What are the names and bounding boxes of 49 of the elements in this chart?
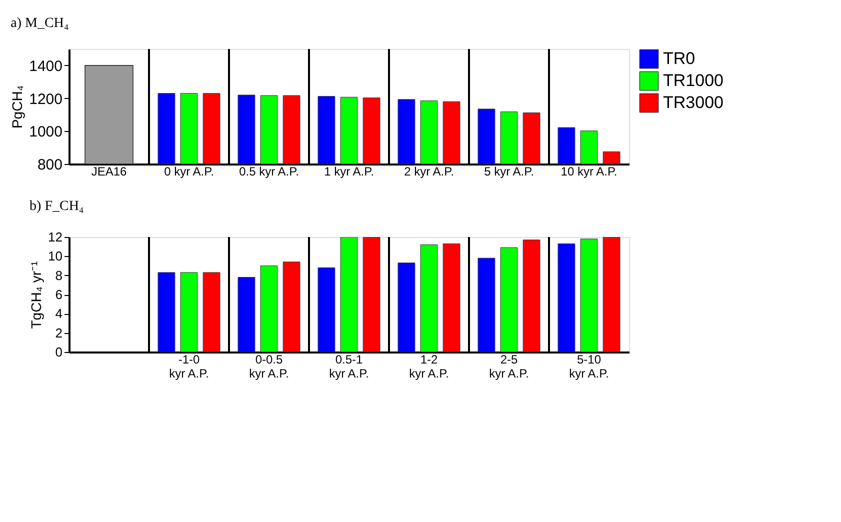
y-tick-label: 1200	[29, 90, 62, 108]
x-tick-label: -1-0 kyr A.P.	[169, 352, 209, 380]
bar	[478, 258, 496, 352]
chart-title: b) F_CH₄	[30, 199, 84, 214]
bar	[340, 237, 358, 352]
bar	[522, 240, 540, 352]
bar	[318, 267, 336, 352]
legend-label: TR1000	[663, 71, 724, 90]
x-tick-label: 1 kyr A.P.	[324, 164, 374, 178]
bar	[580, 238, 598, 352]
y-tick-label: 2	[55, 325, 62, 340]
bar	[500, 247, 518, 352]
bar	[238, 277, 256, 352]
bar	[282, 262, 300, 352]
legend-label: TR3000	[663, 93, 724, 112]
bar	[362, 237, 380, 352]
y-tick-label: 10	[48, 248, 62, 264]
bar	[420, 244, 438, 352]
x-tick-label: JEA16	[91, 164, 127, 178]
y-tick-label: 0	[55, 344, 62, 360]
bar	[202, 272, 220, 352]
x-tick-label: 2 kyr A.P.	[404, 164, 454, 178]
y-tick-label: 12	[48, 230, 62, 244]
legend-label: TR0	[663, 49, 696, 68]
bar	[558, 243, 576, 352]
bar	[398, 262, 416, 352]
bar	[158, 272, 176, 352]
bar	[180, 272, 198, 352]
x-tick-label: 10 kyr A.P.	[560, 164, 618, 178]
y-tick-label: 8	[55, 268, 62, 283]
bar	[442, 243, 460, 352]
x-tick-label: 2-5 kyr A.P.	[489, 352, 529, 380]
x-tick-label: 1-2 kyr A.P.	[409, 352, 449, 380]
y-tick-label: 4	[55, 306, 62, 322]
y-axis-title: TgCH₄ yr⁻¹	[28, 260, 44, 329]
bar	[260, 266, 278, 352]
x-tick-label: 0 kyr A.P.	[164, 164, 214, 178]
y-axis-title: PgCH₄	[9, 85, 26, 129]
x-tick-label: 0-0.5 kyr A.P.	[249, 352, 289, 380]
y-tick-label: 1400	[29, 58, 62, 75]
y-tick-label: 6	[55, 287, 62, 302]
chart-title: a) M_CH₄	[10, 16, 69, 31]
y-tick-label: 1000	[29, 124, 62, 141]
x-tick-label: 0.5 kyr A.P.	[239, 164, 299, 178]
x-tick-label: 5 kyr A.P.	[484, 164, 534, 178]
x-tick-label: 5-10 kyr A.P.	[569, 352, 609, 380]
y-tick-label: 800	[37, 156, 62, 174]
bar	[602, 237, 620, 352]
x-tick-label: 0.5-1 kyr A.P.	[329, 352, 369, 380]
